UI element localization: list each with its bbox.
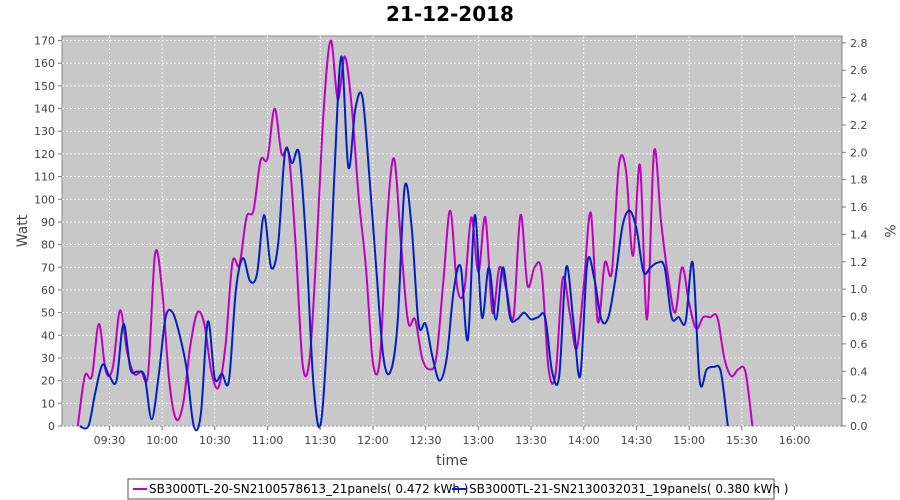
y-tick-label: 170 [34,35,55,48]
y-tick-label: 40 [41,329,55,342]
y2-tick-label: 2.8 [850,37,868,50]
legend: SB3000TL-20-SN2100578613_21panels( 0.472… [127,478,788,500]
y2-tick-label: 0.6 [850,338,868,351]
x-tick-label: 12:30 [410,434,442,447]
y2-tick-label: 0.0 [850,420,868,433]
y2-tick-label: 2.4 [850,92,868,105]
y-tick-label: 50 [41,307,55,320]
y-tick-label: 0 [48,420,55,433]
y2-tick-label: 1.2 [850,256,868,269]
y2-tick-label: 1.6 [850,201,868,214]
y2-tick-label: 0.2 [850,393,868,406]
y-tick-label: 90 [41,216,55,229]
y-tick-label: 110 [34,171,55,184]
y-tick-label: 130 [34,125,55,138]
y2-tick-label: 0.4 [850,365,868,378]
y-tick-label: 140 [34,103,55,116]
x-tick-label: 13:30 [515,434,547,447]
y-tick-label: 70 [41,261,55,274]
chart-title: 21-12-2018 [386,2,514,26]
y-tick-label: 80 [41,239,55,252]
y-tick-label: 10 [41,397,55,410]
x-axis: 09:30 10:00 10:30 11:00 11:30 12:00 12:30 13:00… [94,426,811,447]
y-tick-label: 160 [34,57,55,70]
y-tick-label: 60 [41,284,55,297]
plot-area [61,35,843,432]
y-tick-label: 20 [41,375,55,388]
series-lines [76,39,754,432]
x-tick-label: 14:30 [621,434,653,447]
y-tick-label: 150 [34,80,55,93]
y2-tick-label: 2.0 [850,146,868,159]
y2-tick-label: 1.8 [850,174,868,187]
y2-tick-label: 2.2 [850,119,868,132]
x-tick-label: 10:00 [146,434,178,447]
x-tick-label: 12:00 [357,434,389,447]
x-tick-label: 13:00 [462,434,494,447]
y-tick-label: 100 [34,193,55,206]
x-tick-label: 11:30 [304,434,336,447]
x-tick-label: 15:30 [726,434,758,447]
x-tick-label: 15:00 [673,434,705,447]
x-tick-label: 10:30 [199,434,231,447]
y-axis-left: 0 10 20 30 40 50 60 70 80 90 100 110 120 130 140 150 160… [34,35,62,433]
series-line-1 [76,39,754,427]
y2-axis-label: % [881,224,897,237]
legend-box [127,478,775,500]
legend-label-series-2: SB3000TL-21-SN2130032031_19panels( 0.380… [469,482,788,496]
y2-tick-label: 0.8 [850,311,868,324]
y2-tick-label: 1.0 [850,283,868,296]
x-tick-label: 16:00 [779,434,811,447]
y-axis-label: Watt [15,214,31,247]
x-tick-label: 11:00 [252,434,284,447]
series-line-2 [79,55,729,432]
y2-tick-label: 2.6 [850,64,868,77]
x-tick-label: 14:00 [568,434,600,447]
x-tick-label: 09:30 [94,434,126,447]
y-tick-label: 30 [41,352,55,365]
x-axis-label: time [436,453,468,469]
y-axis-right: 0.0 0.2 0.4 0.6 0.8 1.0 1.2 1.4 1.6 1.8 2.0 2.2 2.4 2… [842,37,868,433]
y2-tick-label: 1.4 [850,228,868,241]
legend-label-series-1: SB3000TL-20-SN2100578613_21panels( 0.472… [149,482,468,496]
y-tick-label: 120 [34,148,55,161]
